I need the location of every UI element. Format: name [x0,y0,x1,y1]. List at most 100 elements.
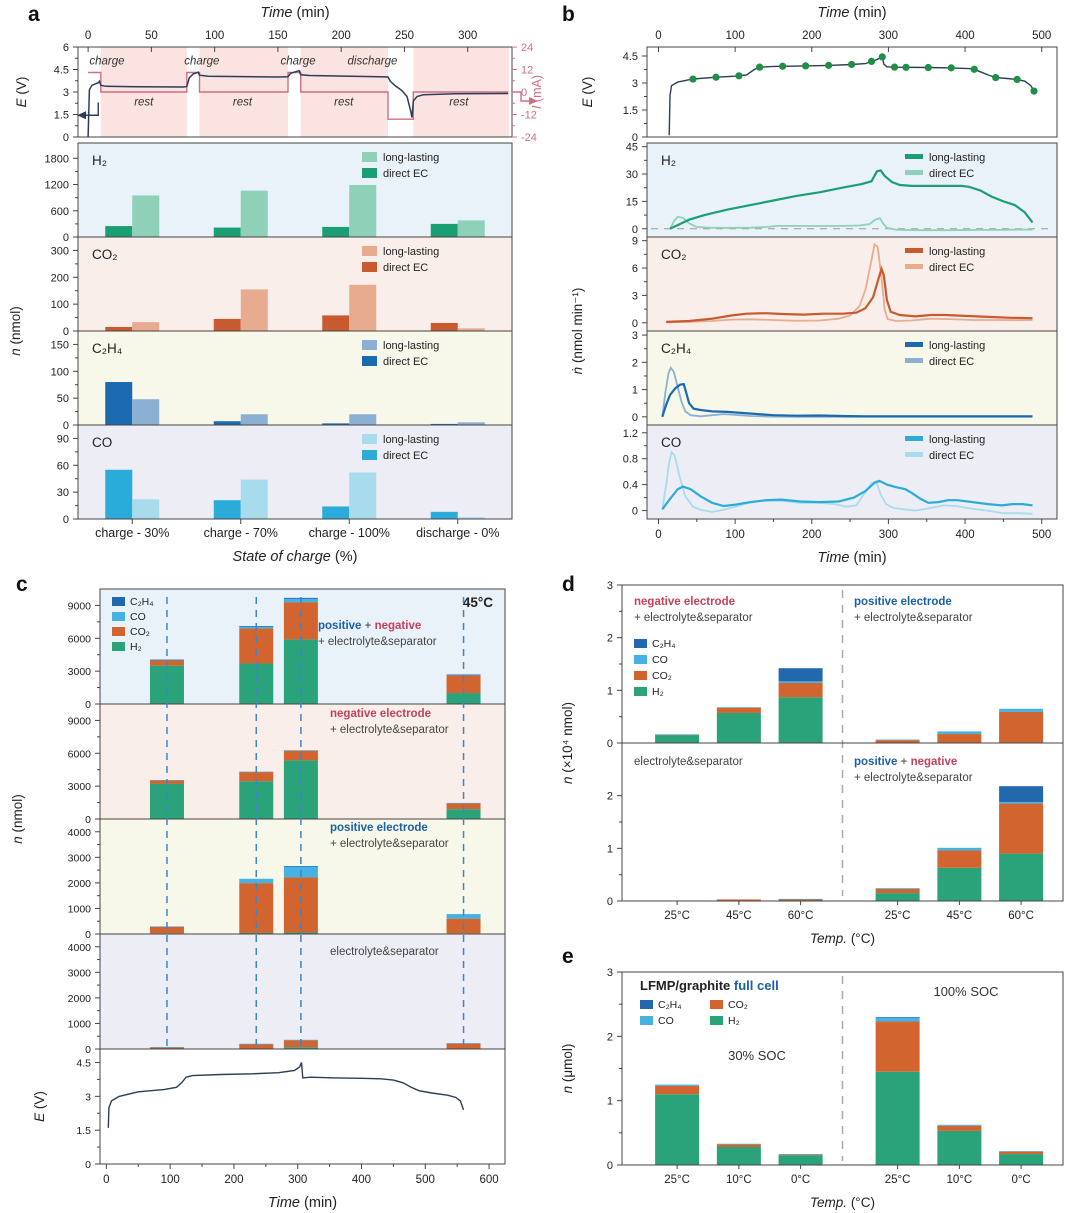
svg-text:H₂: H₂ [652,686,664,698]
svg-text:12: 12 [521,65,533,77]
panel-a-row-C₂H₄: 0 50 100 150 C₂H₄ long-lasting direct EC [51,330,513,432]
direct-ec-line [661,450,1033,515]
panel-d-quadrant-2: electrolyte&separator [634,756,823,902]
svg-text:0: 0 [63,326,69,338]
long-lasting-line [661,382,1033,418]
panel-a-x-axis: charge - 30% charge - 70% charge - 100% dis… [95,519,499,565]
svg-text:3: 3 [632,330,638,342]
svg-text:500: 500 [416,1174,435,1186]
svg-text:1.5: 1.5 [76,1125,91,1137]
voltage-marker [1030,87,1038,95]
svg-text:30: 30 [57,487,69,499]
svg-text:CO: CO [130,611,146,623]
svg-text:0: 0 [607,738,613,750]
panel-d-quadrant-1: positive electrode + electrolyte&separato… [854,596,1044,744]
svg-text:9000: 9000 [68,600,92,612]
svg-text:90: 90 [57,433,69,445]
panel-c-voltage-plot: 0 1.5 3 4.5 E (V) 0 100 200 300 400 500 600 Time (mi… [32,1048,506,1211]
panel-c-subplot-0: 0 3000 6000 9000 positive + negative + electr… [68,588,506,711]
svg-text:Time (min): Time (min) [260,5,329,21]
panel-c-subplot-1: 0 3000 6000 9000 negative electrode + electro… [68,703,506,826]
svg-text:25°C: 25°C [885,1174,911,1186]
svg-text:400: 400 [352,1174,371,1186]
svg-text:CO₂: CO₂ [652,670,672,682]
voltage-marker [992,74,1000,82]
svg-text:3: 3 [632,290,638,302]
svg-text:45: 45 [626,142,638,154]
panel-b-row-H₂: 0 15 30 45 H₂ long-lasting direct EC [626,142,1058,238]
svg-text:CO₂: CO₂ [130,626,150,638]
svg-text:300: 300 [879,529,898,541]
svg-text:25°C: 25°C [664,910,690,922]
svg-text:1200: 1200 [45,180,69,192]
svg-text:30: 30 [626,169,638,181]
panel-label-d: d [562,573,575,596]
svg-text:0.8: 0.8 [623,454,638,466]
svg-text:CO₂: CO₂ [92,247,118,262]
svg-text:3: 3 [63,87,69,99]
svg-text:200: 200 [51,272,69,284]
svg-text:electrolyte&separator: electrolyte&separator [634,756,743,768]
svg-text:n (μmol): n (μmol) [560,1044,575,1094]
svg-text:1000: 1000 [68,903,92,915]
voltage-marker [947,64,955,72]
svg-text:0°C: 0°C [1011,1174,1030,1186]
svg-text:0: 0 [632,132,638,144]
svg-text:0: 0 [632,412,638,424]
svg-text:rest: rest [334,97,354,109]
svg-text:direct EC: direct EC [383,356,428,368]
panel-a-row-CO: 0 30 60 90 CO long-lasting direct EC [57,424,513,526]
svg-text:300: 300 [288,1174,307,1186]
svg-text:4.5: 4.5 [54,65,69,77]
svg-text:3: 3 [607,967,613,979]
svg-text:60°C: 60°C [1008,910,1034,922]
svg-text:50: 50 [145,30,158,42]
svg-text:9: 9 [632,236,638,248]
svg-text:C₂H₄: C₂H₄ [661,341,691,356]
voltage-marker [970,65,978,73]
svg-text:45°C: 45°C [463,595,493,610]
svg-text:H₂: H₂ [130,641,142,653]
panel-a-voltage-plot: 0 50 100 150 200 250 300 Time (min) 0 1.5 3 4.5 6 -24… [14,5,544,144]
svg-text:1.5: 1.5 [54,110,69,122]
svg-text:100% SOC: 100% SOC [933,984,998,999]
svg-text:E (V): E (V) [32,1091,47,1122]
svg-text:100: 100 [161,1174,180,1186]
svg-text:6000: 6000 [68,748,92,760]
voltage-marker [890,63,899,71]
svg-text:300: 300 [458,30,477,42]
panel-b-voltage-plot: 0 100 200 300 400 500 Time (min) 0 1.5 3 4.5 E (V) [580,5,1058,144]
svg-text:CO₂: CO₂ [728,999,748,1011]
panel-e-plot: 0 1 2 3 LFMP/graphite full cell C₂H₄ CO CO₂ H₂ 30… [607,967,1064,1210]
panel-c-subplot-2: 0 1000 2000 3000 4000 positive electrode + ele… [68,818,506,941]
svg-text:positive electrode: positive electrode [854,596,952,608]
svg-text:2: 2 [632,357,638,369]
svg-text:0: 0 [85,1044,91,1056]
panel-b-row-CO₂: 0 3 6 9 CO₂ long-lasting direct EC [632,236,1058,332]
svg-text:4.5: 4.5 [76,1058,91,1070]
svg-text:C₂H₄: C₂H₄ [130,596,154,608]
svg-text:600: 600 [479,1174,498,1186]
svg-text:3000: 3000 [68,852,92,864]
panel-d-plot: negative electrode + electrolyte&separato… [607,580,1064,946]
svg-text:+ electrolyte&separator: + electrolyte&separator [854,612,973,624]
svg-text:200: 200 [802,30,821,42]
svg-text:300: 300 [51,245,69,257]
svg-text:0: 0 [63,514,69,526]
svg-text:3: 3 [85,1091,91,1103]
svg-text:direct EC: direct EC [929,450,974,462]
svg-text:2: 2 [607,1031,613,1043]
svg-text:200: 200 [224,1174,243,1186]
svg-text:long-lasting: long-lasting [929,340,985,352]
svg-text:direct EC: direct EC [383,450,428,462]
svg-text:100: 100 [51,299,69,311]
svg-text:2000: 2000 [68,878,92,890]
svg-text:negative electrode: negative electrode [330,708,431,720]
svg-text:60: 60 [57,460,69,472]
svg-text:charge: charge [89,56,124,68]
voltage-marker [878,53,886,61]
svg-text:4000: 4000 [68,942,92,954]
svg-text:Time (min): Time (min) [268,1195,337,1211]
svg-text:3: 3 [632,78,638,90]
